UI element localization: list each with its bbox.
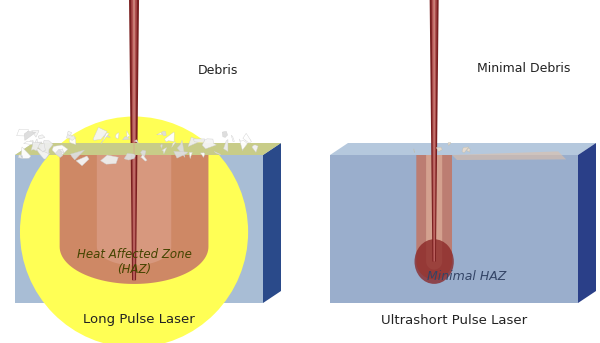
Polygon shape: [32, 131, 39, 137]
Polygon shape: [246, 137, 250, 142]
Polygon shape: [52, 145, 68, 157]
Polygon shape: [140, 155, 147, 161]
Polygon shape: [101, 133, 109, 144]
Polygon shape: [43, 144, 46, 149]
Polygon shape: [124, 153, 136, 160]
Polygon shape: [67, 134, 76, 141]
Polygon shape: [97, 155, 171, 265]
Text: Ultrashort Pulse Laser: Ultrashort Pulse Laser: [381, 314, 527, 327]
Polygon shape: [29, 141, 34, 144]
Polygon shape: [55, 149, 63, 157]
Polygon shape: [452, 151, 566, 160]
Polygon shape: [70, 150, 85, 160]
Polygon shape: [223, 140, 228, 152]
Polygon shape: [231, 135, 235, 142]
Polygon shape: [101, 155, 118, 164]
Polygon shape: [15, 143, 281, 155]
Text: Heat Affected Zone
(HAZ): Heat Affected Zone (HAZ): [77, 248, 191, 276]
Polygon shape: [15, 143, 281, 155]
Polygon shape: [161, 131, 166, 136]
Polygon shape: [462, 147, 469, 153]
Bar: [330, 155, 578, 303]
Polygon shape: [70, 135, 76, 144]
Polygon shape: [133, 0, 135, 280]
Polygon shape: [18, 155, 22, 158]
Polygon shape: [578, 143, 596, 303]
Polygon shape: [31, 142, 40, 151]
Polygon shape: [59, 155, 208, 284]
Polygon shape: [200, 153, 205, 157]
Polygon shape: [35, 139, 38, 145]
Polygon shape: [131, 0, 137, 280]
Polygon shape: [330, 143, 596, 155]
Polygon shape: [164, 132, 174, 142]
Polygon shape: [76, 156, 89, 166]
Polygon shape: [37, 143, 46, 152]
Polygon shape: [426, 155, 442, 270]
Text: Debris: Debris: [198, 63, 239, 76]
Polygon shape: [202, 139, 217, 149]
Polygon shape: [40, 140, 53, 154]
Polygon shape: [243, 133, 251, 143]
Polygon shape: [127, 131, 130, 138]
Polygon shape: [239, 139, 247, 151]
Polygon shape: [38, 135, 45, 139]
Polygon shape: [467, 148, 470, 152]
Text: Minimal Debris: Minimal Debris: [477, 61, 570, 74]
Polygon shape: [193, 139, 205, 143]
Polygon shape: [24, 131, 35, 140]
Polygon shape: [448, 142, 451, 145]
Polygon shape: [59, 149, 64, 154]
Polygon shape: [222, 131, 227, 137]
Polygon shape: [174, 151, 188, 158]
Polygon shape: [172, 142, 176, 147]
Ellipse shape: [20, 117, 248, 343]
Text: Long Pulse Laser: Long Pulse Laser: [83, 314, 195, 327]
Polygon shape: [433, 0, 435, 262]
Polygon shape: [122, 137, 130, 140]
Polygon shape: [100, 132, 110, 138]
Polygon shape: [188, 137, 200, 146]
Polygon shape: [23, 141, 33, 144]
Polygon shape: [93, 127, 107, 140]
Polygon shape: [17, 129, 29, 136]
Polygon shape: [161, 144, 163, 149]
Polygon shape: [129, 0, 139, 280]
Polygon shape: [436, 147, 442, 152]
Polygon shape: [37, 142, 42, 144]
Polygon shape: [214, 151, 221, 155]
Polygon shape: [134, 140, 139, 143]
Polygon shape: [21, 147, 31, 158]
Polygon shape: [157, 133, 162, 135]
Bar: [15, 155, 263, 303]
Polygon shape: [414, 149, 415, 153]
Ellipse shape: [415, 239, 454, 284]
Polygon shape: [67, 131, 71, 136]
Polygon shape: [252, 145, 258, 152]
Polygon shape: [430, 0, 439, 262]
Polygon shape: [177, 140, 185, 157]
Polygon shape: [189, 152, 193, 158]
Polygon shape: [162, 147, 167, 154]
Text: Minimal HAZ: Minimal HAZ: [427, 270, 506, 283]
Polygon shape: [35, 147, 50, 159]
Polygon shape: [140, 150, 146, 157]
Polygon shape: [431, 0, 437, 262]
Polygon shape: [416, 155, 452, 280]
Polygon shape: [263, 143, 281, 303]
Polygon shape: [115, 133, 119, 139]
